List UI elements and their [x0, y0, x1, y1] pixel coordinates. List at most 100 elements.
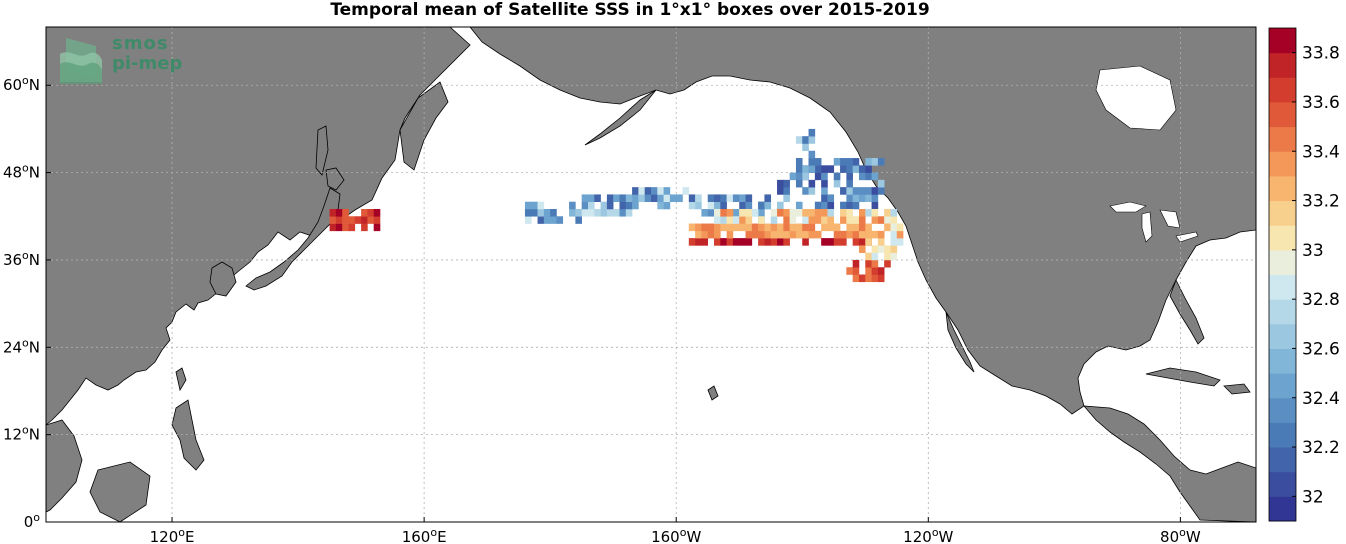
sss-cell — [581, 208, 589, 217]
sss-cell — [846, 223, 853, 232]
sss-cell — [657, 201, 664, 210]
sss-cell — [871, 201, 879, 210]
sss-cell — [840, 238, 847, 246]
lat-tick-label: 24oN — [3, 336, 40, 356]
sss-cell — [858, 274, 866, 283]
sss-cell — [707, 208, 715, 217]
sss-cell — [632, 201, 639, 210]
sss-cell — [714, 216, 721, 224]
sss-cell — [827, 223, 835, 232]
sss-cell — [852, 223, 860, 232]
sss-cell — [651, 187, 658, 195]
sss-cell — [342, 216, 349, 224]
sss-cell — [858, 208, 866, 217]
sss-cell — [821, 194, 828, 203]
sss-cell — [852, 158, 860, 166]
sss-cell — [814, 165, 822, 173]
sss-cell — [871, 230, 879, 239]
sss-cell — [751, 230, 759, 239]
land-hispaniola — [1223, 383, 1251, 395]
sss-cell — [865, 252, 872, 261]
sss-cell — [896, 238, 904, 246]
sss-cell — [354, 216, 362, 224]
sss-cell — [821, 201, 828, 210]
sss-cell — [714, 194, 721, 203]
sss-cell — [732, 216, 740, 224]
sss-cell — [821, 223, 828, 232]
sss-cell — [846, 216, 853, 224]
sss-cell — [758, 208, 765, 217]
sss-cell — [335, 223, 343, 232]
colorbar-swatch — [1269, 101, 1296, 128]
sss-cell — [606, 201, 614, 210]
sss-cell — [865, 165, 872, 173]
sss-cell — [732, 238, 740, 246]
sss-cell — [846, 267, 853, 275]
sss-cell — [707, 194, 715, 203]
sss-cell — [758, 223, 765, 232]
sss-cell — [783, 223, 790, 232]
sss-cell — [890, 252, 898, 261]
sss-cell — [688, 194, 696, 203]
sss-cell — [651, 194, 658, 203]
colorbar-swatch — [1269, 348, 1296, 374]
sss-cell — [808, 187, 816, 195]
sss-cell — [852, 165, 860, 173]
sss-cell — [846, 201, 853, 210]
colorbar-tick-label: 32 — [1302, 487, 1324, 507]
sss-cell — [739, 208, 746, 217]
sss-cell — [751, 208, 759, 217]
sss-cell — [846, 208, 853, 217]
sss-cell — [524, 201, 532, 210]
sss-cell — [865, 267, 872, 275]
sss-cell — [783, 230, 790, 239]
sss-cell — [789, 208, 797, 217]
colorbar-swatch — [1269, 151, 1296, 177]
sss-cell — [858, 245, 866, 253]
sss-cell — [575, 208, 582, 217]
sss-cell — [625, 194, 633, 203]
sss-cell — [777, 223, 784, 232]
sss-cell — [865, 274, 872, 283]
sss-cell — [871, 194, 879, 203]
sss-cell — [896, 223, 904, 232]
colorbar-swatch — [1269, 175, 1296, 202]
sss-cell — [814, 158, 822, 166]
sss-cell — [890, 230, 898, 239]
sss-cell — [600, 208, 608, 217]
sss-cell — [852, 230, 860, 239]
sss-cell — [858, 194, 866, 203]
colorbar-swatch — [1269, 373, 1296, 399]
sss-cell — [846, 165, 853, 173]
sss-cell — [802, 230, 809, 239]
land-cuba — [1145, 367, 1221, 387]
lake-superior — [1109, 201, 1147, 213]
colorbar-swatch — [1269, 397, 1296, 423]
sss-cell — [695, 238, 702, 246]
colorbar-frame — [1268, 27, 1297, 522]
land-alaska-peninsula — [584, 89, 657, 146]
land-indochina — [46, 419, 83, 513]
sss-cell — [720, 216, 727, 224]
sss-cell — [638, 194, 645, 203]
sss-cell — [367, 208, 375, 217]
sss-cell — [569, 201, 576, 210]
sss-cell — [783, 216, 790, 224]
sss-cell — [695, 223, 702, 232]
sss-cell — [821, 165, 828, 173]
sss-cell — [852, 238, 860, 246]
sss-cell — [745, 223, 753, 232]
sss-cell — [808, 150, 816, 159]
sss-cell — [335, 216, 343, 224]
sss-cell — [865, 172, 872, 181]
sss-cell — [871, 252, 879, 261]
sss-cell — [663, 194, 671, 203]
sss-cell — [361, 208, 368, 217]
map-frame — [45, 26, 1257, 523]
sss-cell — [720, 208, 727, 217]
sss-cell — [688, 238, 696, 246]
sss-cell — [827, 165, 835, 173]
sss-cell — [695, 194, 702, 203]
sss-cell — [858, 172, 866, 181]
land-sakhalin — [315, 125, 329, 176]
